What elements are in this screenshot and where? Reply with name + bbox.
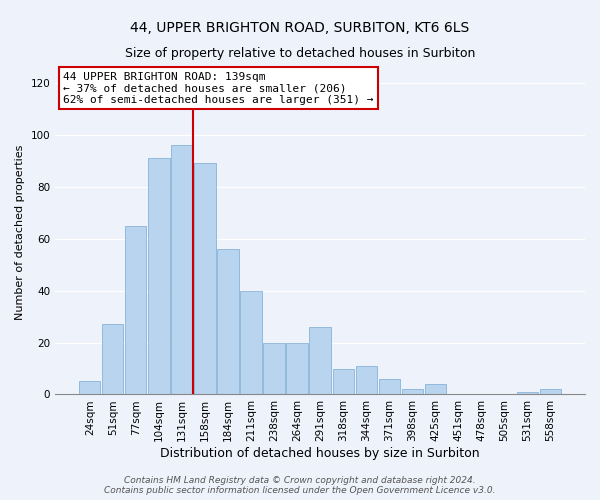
Text: 44 UPPER BRIGHTON ROAD: 139sqm
← 37% of detached houses are smaller (206)
62% of: 44 UPPER BRIGHTON ROAD: 139sqm ← 37% of …	[63, 72, 374, 105]
Bar	[102, 324, 124, 394]
Bar	[217, 249, 239, 394]
Text: Contains HM Land Registry data © Crown copyright and database right 2024.
Contai: Contains HM Land Registry data © Crown c…	[104, 476, 496, 495]
Bar	[172, 146, 193, 394]
Y-axis label: Number of detached properties: Number of detached properties	[15, 144, 25, 320]
Bar	[125, 226, 146, 394]
Bar	[425, 384, 446, 394]
Bar	[286, 342, 308, 394]
Bar	[263, 342, 284, 394]
X-axis label: Distribution of detached houses by size in Surbiton: Distribution of detached houses by size …	[160, 447, 480, 460]
Text: Size of property relative to detached houses in Surbiton: Size of property relative to detached ho…	[125, 47, 475, 60]
Bar	[401, 390, 423, 394]
Bar	[241, 290, 262, 395]
Bar	[517, 392, 538, 394]
Bar	[540, 390, 561, 394]
Bar	[379, 379, 400, 394]
Bar	[194, 164, 215, 394]
Bar	[310, 327, 331, 394]
Bar	[79, 382, 100, 394]
Bar	[332, 368, 353, 394]
Bar	[148, 158, 170, 394]
Bar	[356, 366, 377, 394]
Text: 44, UPPER BRIGHTON ROAD, SURBITON, KT6 6LS: 44, UPPER BRIGHTON ROAD, SURBITON, KT6 6…	[130, 21, 470, 35]
